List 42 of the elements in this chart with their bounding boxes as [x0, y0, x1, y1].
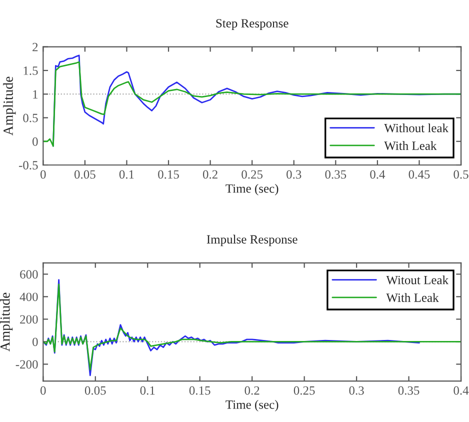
x-tick-label: 0.4: [370, 170, 386, 179]
x-tick-label: 0.25: [294, 386, 315, 395]
x-tick-label: 0.3: [349, 386, 364, 395]
y-tick-label: 1.5: [24, 66, 38, 75]
x-tick-label: 0.05: [84, 386, 106, 395]
line-series: [43, 284, 462, 371]
x-tick-label: 0.2: [202, 170, 218, 179]
x-tick-label: 0.2: [244, 386, 260, 395]
x-axis-title: Time (sec): [226, 400, 278, 412]
x-tick-label: 0.15: [189, 386, 210, 395]
y-tick-label: 0: [32, 338, 38, 346]
legend-label: With Leak: [386, 293, 439, 302]
y-axis-title: Amplitude: [3, 76, 16, 136]
x-tick-label: 0.5: [454, 170, 468, 179]
y-tick-label: -200: [16, 360, 38, 369]
x-axis-title: Time (sec): [226, 184, 278, 196]
x-tick-label: 0.3: [286, 170, 302, 179]
legend-label: Witout Leak: [386, 275, 449, 284]
x-tick-label: 0.1: [119, 170, 134, 179]
y-tick-label: 400: [20, 292, 38, 302]
x-tick-label: 0.05: [74, 170, 96, 179]
legend-label: With Leak: [384, 141, 437, 150]
y-tick-label: 600: [20, 270, 38, 279]
x-tick-label: 0.25: [242, 170, 263, 179]
x-tick-label: 0: [40, 386, 46, 395]
y-tick-label: 0.5: [23, 114, 38, 122]
x-tick-label: 0: [40, 170, 46, 179]
y-tick-label: -0.5: [18, 161, 38, 170]
y-tick-label: 1: [33, 90, 38, 98]
x-tick-label: 0.35: [398, 386, 420, 395]
y-tick-label: 0: [32, 137, 38, 146]
x-tick-label: 0.45: [408, 170, 430, 179]
x-tick-label: 0.4: [454, 386, 469, 395]
x-tick-label: 0.1: [140, 386, 155, 395]
y-tick-label: 2: [32, 42, 38, 52]
x-tick-label: 0.15: [158, 170, 179, 179]
y-tick-label: 200: [20, 315, 38, 324]
legend-label: Without leak: [384, 124, 449, 132]
x-tick-label: 0.35: [325, 170, 346, 179]
chart-title: Step Response: [216, 19, 288, 30]
chart-title: Impulse Response: [206, 234, 298, 246]
y-axis-title: Amplitude: [0, 292, 13, 352]
